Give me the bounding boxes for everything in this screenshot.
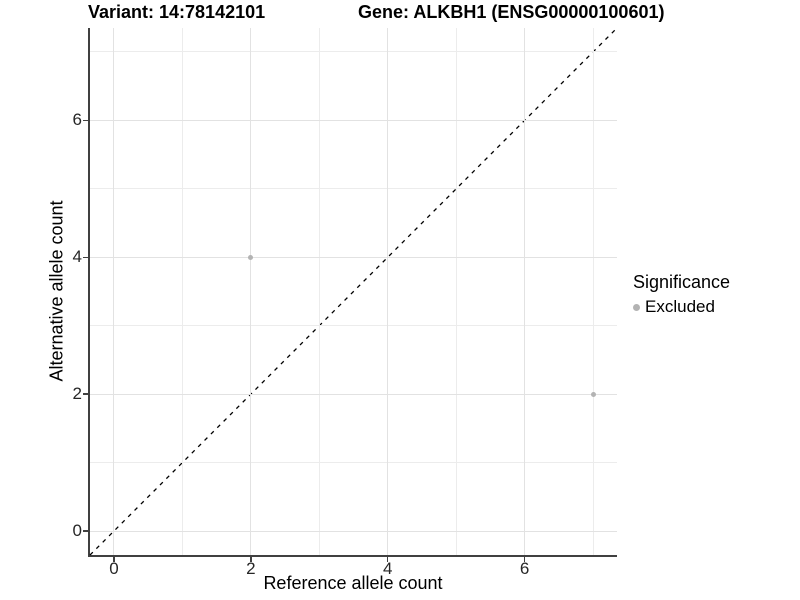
legend-item: Excluded: [633, 297, 730, 317]
x-tick-label: 6: [519, 559, 530, 578]
x-major-gridline: [250, 28, 252, 555]
x-tick-label: 0: [109, 559, 119, 578]
legend: Significance Excluded: [633, 272, 730, 317]
y-axis-title: Alternative allele count: [46, 200, 67, 382]
x-minor-gridline: [318, 28, 320, 555]
data-point: [248, 254, 254, 260]
x-tick-mark: [386, 557, 389, 562]
legend-title: Significance: [633, 272, 731, 292]
y-tick-label: 2: [72, 384, 82, 404]
plot-title-gene: Gene: ALKBH1 (ENSG00000100601): [358, 2, 665, 22]
y-tick-mark: [83, 530, 88, 532]
y-minor-gridline: [90, 188, 617, 190]
legend-items: Excluded: [633, 297, 730, 317]
x-axis-title: Reference allele count: [263, 573, 443, 593]
x-minor-gridline: [455, 28, 457, 555]
y-minor-gridline: [90, 325, 617, 327]
y-tick-label: 0: [72, 521, 82, 541]
x-tick-label: 4: [382, 559, 393, 578]
x-tick-mark: [113, 557, 115, 562]
x-tick-label: 2: [246, 559, 256, 578]
x-major-gridline: [524, 28, 526, 555]
y-major-gridline: [90, 393, 617, 395]
x-major-gridline: [387, 28, 389, 555]
legend-key-dot-icon: [633, 303, 640, 311]
x-minor-gridline: [181, 28, 183, 555]
identity-line-svg: [89, 27, 618, 556]
plot-panel: [88, 27, 618, 557]
x-tick-mark: [523, 557, 526, 562]
y-tick-mark: [83, 393, 88, 395]
x-minor-gridline: [592, 28, 594, 555]
y-tick-label: 6: [72, 110, 82, 130]
legend-item-label: Excluded: [645, 297, 715, 316]
data-point: [590, 391, 596, 397]
x-major-gridline: [113, 28, 115, 555]
x-tick-mark: [250, 557, 252, 562]
y-minor-gridline: [90, 462, 617, 464]
identity-dashed-line: [89, 27, 618, 556]
y-tick-mark: [83, 119, 88, 122]
y-major-gridline: [90, 256, 617, 258]
y-tick-mark: [83, 256, 88, 259]
y-minor-gridline: [90, 51, 617, 53]
y-tick-label: 4: [72, 247, 82, 267]
plot-title-variant: Variant: 14:78142101: [88, 2, 266, 22]
y-major-gridline: [90, 119, 617, 121]
y-major-gridline: [90, 530, 617, 532]
